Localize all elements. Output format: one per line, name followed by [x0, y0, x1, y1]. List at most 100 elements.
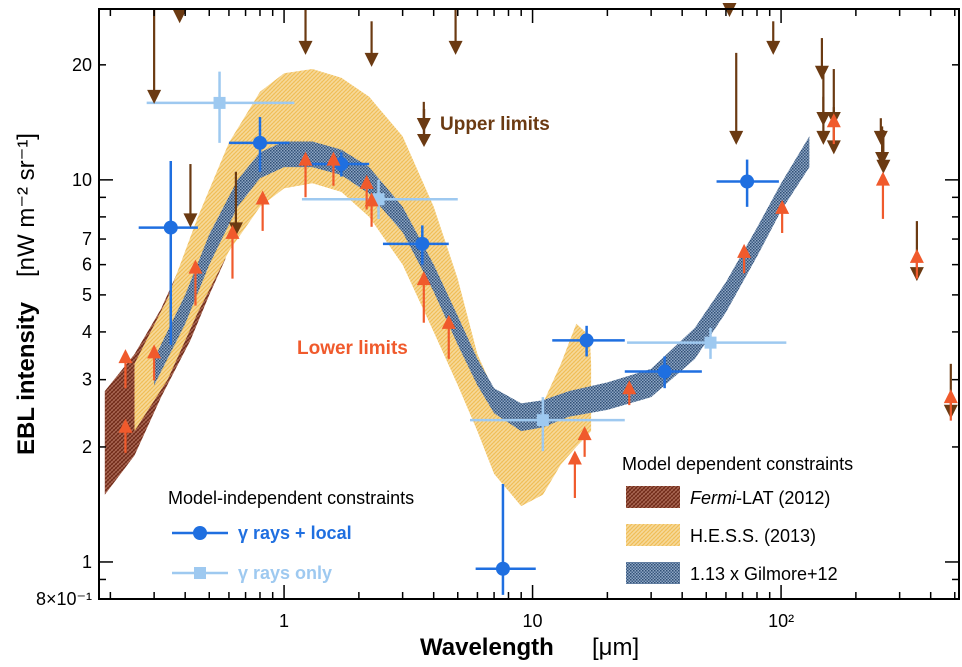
- data-point: [382, 225, 449, 265]
- legend-label-gilmore: 1.13 x Gilmore+12: [690, 564, 838, 584]
- y-tick-label: 7: [82, 229, 92, 249]
- point-marker: [704, 336, 717, 349]
- lower-limits-label: Lower limits: [297, 338, 408, 359]
- arrow-head: [118, 349, 133, 364]
- x-tick-label: 1: [279, 611, 289, 631]
- upper-limit-arrow: [816, 96, 831, 145]
- arrow-head: [448, 40, 463, 55]
- arrow-head: [722, 3, 737, 18]
- lower-limit-arrow: [118, 418, 133, 453]
- data-point: [469, 397, 625, 452]
- plot-frame: [98, 8, 960, 600]
- data-point: [624, 356, 702, 389]
- arrow-head: [766, 40, 781, 55]
- data-point: [716, 159, 779, 207]
- upper-limit-arrow: [875, 126, 890, 167]
- arrow-head: [364, 192, 379, 207]
- arrow-head: [255, 190, 270, 205]
- lower-limit-arrow: [118, 349, 133, 389]
- x-axis-title: Wavelength: [420, 634, 554, 661]
- arrow-head: [364, 52, 379, 67]
- arrow-head: [943, 389, 958, 404]
- legend-title-model-dependent: Model dependent constraints: [622, 454, 853, 474]
- x-tick-label: 10: [523, 611, 543, 631]
- lower-limit-arrow: [188, 259, 203, 306]
- arrow-head: [826, 140, 841, 155]
- lower-limit-arrow: [225, 224, 240, 279]
- arrow-head: [188, 259, 203, 274]
- x-axis-unit: [μm]: [592, 634, 639, 661]
- series-rays-local: [138, 117, 779, 595]
- point-marker: [495, 561, 510, 576]
- y-tick-label: 1: [82, 552, 92, 572]
- lower-limit-arrow: [416, 271, 431, 323]
- y-tick-label: 3: [82, 370, 92, 390]
- arrow-head: [441, 314, 456, 329]
- lower-limit-arrow: [826, 113, 841, 145]
- arrow-head: [875, 152, 890, 167]
- arrow-head: [225, 224, 240, 239]
- arrow-head: [876, 159, 891, 174]
- arrow-head: [567, 450, 582, 465]
- arrow-head: [416, 271, 431, 286]
- point-marker: [536, 414, 549, 427]
- legend-label-gamma-only: γ rays only: [238, 563, 332, 583]
- data-point: [146, 71, 295, 143]
- legend-entry-gamma-local: γ rays + local: [172, 523, 352, 543]
- lower-limit-arrow: [943, 389, 958, 421]
- arrow-head: [147, 344, 162, 359]
- y-tick-label: 2: [82, 437, 92, 457]
- upper-limits-annotation: Upper limits: [417, 109, 550, 147]
- lower-limit-arrow: [298, 151, 313, 198]
- lower-limit-arrow: [441, 314, 456, 359]
- arrow-head: [183, 213, 198, 228]
- y-tick-label: 6: [82, 255, 92, 275]
- upper-limit-arrow: [876, 130, 891, 174]
- arrow-head: [737, 243, 752, 258]
- upper-limit-arrow: [873, 118, 888, 145]
- lower-limit-arrow: [255, 190, 270, 231]
- arrow-head: [298, 40, 313, 55]
- arrow-head: [172, 9, 187, 24]
- y-axis-title: EBL intensity: [13, 301, 40, 455]
- series-lower-limits: [118, 113, 958, 498]
- arrow-head: [147, 89, 162, 104]
- arrow-head: [875, 171, 890, 186]
- x-tick-label: 10²: [768, 611, 794, 631]
- lower-limit-arrow: [875, 171, 890, 219]
- legend-swatch-gilmore: [626, 562, 680, 584]
- point-marker: [213, 96, 226, 109]
- arrow-head: [359, 174, 374, 189]
- model-dependent-legend: Model dependent constraints Fermi-LAT (2…: [622, 454, 853, 584]
- legend-title-model-independent: Model-independent constraints: [168, 488, 414, 508]
- y-tick-label: 5: [82, 285, 92, 305]
- y-tick-label: 8×10⁻¹: [36, 589, 92, 609]
- arrow-head: [826, 113, 841, 128]
- upper-limit-arrow: [147, 9, 162, 104]
- legend-marker-circle: [193, 526, 207, 540]
- arrow-head: [326, 151, 341, 166]
- data-point: [627, 327, 787, 359]
- legend-swatch-fermi: [626, 486, 680, 508]
- upper-limit-arrow: [729, 52, 744, 145]
- arrow-head: [298, 151, 313, 166]
- y-tick-label: 10: [72, 170, 92, 190]
- arrow-head: [118, 418, 133, 433]
- lower-limit-arrow: [364, 192, 379, 227]
- point-marker: [163, 220, 178, 235]
- point-marker: [252, 135, 267, 150]
- data-point: [552, 325, 625, 357]
- upper-limit-arrow: [814, 38, 829, 80]
- lower-limit-arrow: [577, 426, 592, 457]
- lower-limit-arrow: [147, 344, 162, 381]
- arrow-head: [577, 426, 592, 441]
- arrow-head: [622, 380, 637, 395]
- data-point: [228, 117, 290, 172]
- arrow-head: [814, 65, 829, 80]
- y-axis-unit: [nW m⁻² sr⁻¹]: [13, 133, 40, 277]
- legend-entry-gamma-only: γ rays only: [172, 563, 332, 583]
- point-marker: [579, 333, 594, 348]
- arrow-head: [909, 248, 924, 263]
- data-point: [475, 483, 536, 595]
